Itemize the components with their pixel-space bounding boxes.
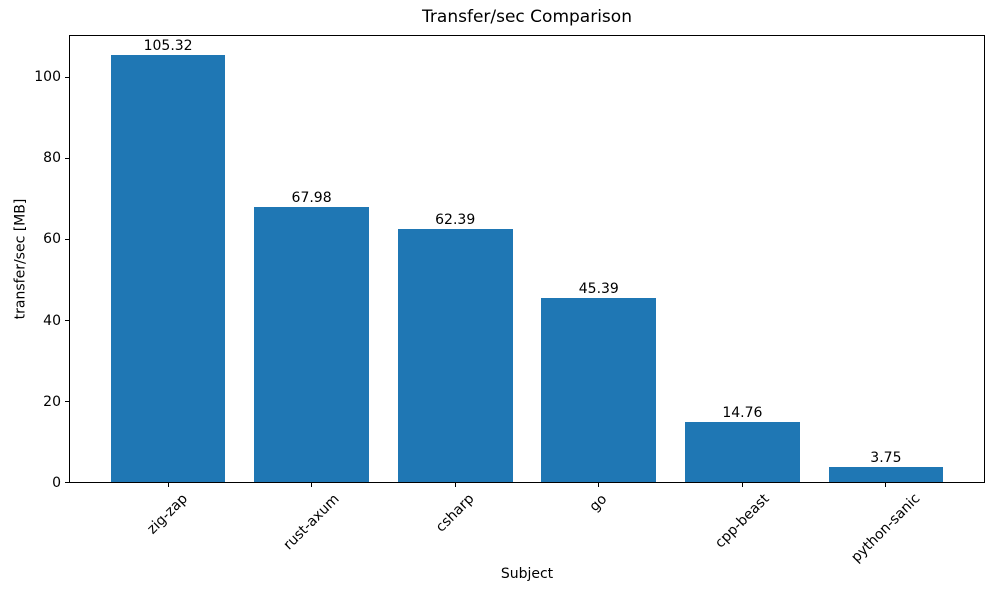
bar-value-label: 62.39 <box>435 212 476 229</box>
y-axis-tick-label: 0 <box>52 474 61 491</box>
x-axis-tick-label: cpp-beast <box>712 490 773 552</box>
x-axis-tick <box>167 483 169 487</box>
bar-value-label: 14.76 <box>722 405 763 422</box>
x-axis-tick-label: rust-axum <box>280 491 343 554</box>
y-axis-label: transfer/sec [MB] <box>12 198 29 320</box>
bar <box>541 298 657 482</box>
bar-value-label: 45.39 <box>578 281 619 298</box>
y-axis-tick-label: 80 <box>43 150 61 167</box>
x-axis-tick <box>311 483 313 487</box>
y-axis-tick <box>65 76 69 78</box>
y-axis-tick-label: 20 <box>43 393 61 410</box>
x-axis-tick-label: go <box>586 490 611 515</box>
bar-value-label: 67.98 <box>291 189 332 206</box>
y-axis-tick <box>65 320 69 321</box>
x-axis-label: Subject <box>500 566 554 582</box>
x-axis-tick-label: zig-zap <box>144 490 192 538</box>
x-axis-tick <box>598 483 600 487</box>
bar-value-label: 3.75 <box>870 449 902 466</box>
y-axis-tick <box>65 157 69 159</box>
x-axis-tick <box>885 483 887 487</box>
x-axis-tick <box>741 483 743 487</box>
y-axis-tick-label: 100 <box>34 69 61 86</box>
bar <box>110 55 226 482</box>
y-axis-tick-label: 40 <box>43 312 61 329</box>
y-axis-tick <box>65 238 69 240</box>
chart-title: Transfer/sec Comparison <box>422 7 632 27</box>
x-axis-tick-label: python-sanic <box>848 490 924 567</box>
x-axis-tick <box>454 483 456 487</box>
x-axis-tick-label: csharp <box>432 490 478 536</box>
bar <box>828 466 944 482</box>
bar <box>254 206 370 482</box>
y-axis-tick-label: 60 <box>43 231 61 248</box>
y-axis-tick <box>65 401 69 402</box>
plot-area <box>69 35 985 483</box>
bar <box>397 229 513 482</box>
bar-value-label: 105.32 <box>143 38 193 55</box>
y-axis-tick <box>65 482 69 483</box>
bar <box>684 422 800 482</box>
